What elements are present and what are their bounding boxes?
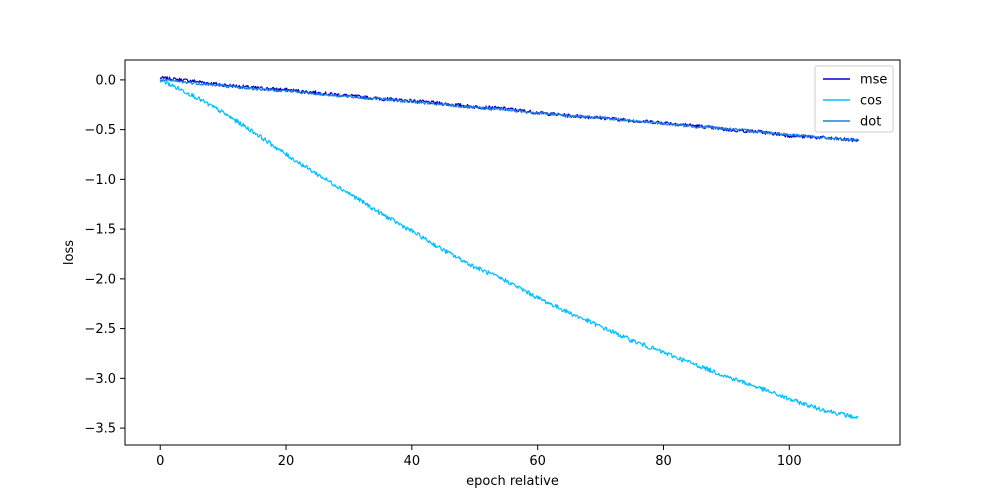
y-tick-label: 0.0 bbox=[95, 73, 116, 88]
x-axis-label: epoch relative bbox=[466, 474, 559, 489]
y-tick-label: −2.5 bbox=[84, 322, 116, 337]
x-axis-ticks: 0 20 40 60 80 100 bbox=[156, 445, 802, 469]
series-line-cos bbox=[159, 79, 859, 420]
y-tick-label: −1.0 bbox=[84, 173, 116, 188]
legend-entries: mse cos dot bbox=[823, 73, 887, 130]
y-tick-label: −3.5 bbox=[84, 422, 116, 437]
x-tick-label: 0 bbox=[156, 454, 164, 469]
y-axis-label: loss bbox=[62, 240, 77, 265]
x-tick-label: 80 bbox=[655, 454, 672, 469]
series-line-dot bbox=[159, 78, 859, 142]
x-tick-label: 100 bbox=[777, 454, 802, 469]
y-tick-label: −2.0 bbox=[84, 272, 116, 287]
legend-box bbox=[814, 65, 894, 133]
legend: mse cos dot bbox=[814, 65, 894, 133]
series-lines bbox=[159, 75, 860, 420]
x-tick-label: 60 bbox=[529, 454, 546, 469]
y-tick-label: −3.0 bbox=[84, 372, 116, 387]
legend-label-mse: mse bbox=[860, 73, 887, 88]
legend-label-cos: cos bbox=[860, 94, 882, 109]
y-axis-ticks: 0.0 −0.5 −1.0 −1.5 −2.0 −2.5 −3.0 −3.5 bbox=[84, 73, 125, 437]
plot-frame bbox=[124, 59, 901, 446]
legend-label-dot: dot bbox=[860, 115, 881, 130]
y-tick-label: −0.5 bbox=[84, 123, 116, 138]
x-tick-label: 40 bbox=[404, 454, 421, 469]
x-tick-label: 20 bbox=[278, 454, 295, 469]
y-tick-label: −1.5 bbox=[84, 223, 116, 238]
